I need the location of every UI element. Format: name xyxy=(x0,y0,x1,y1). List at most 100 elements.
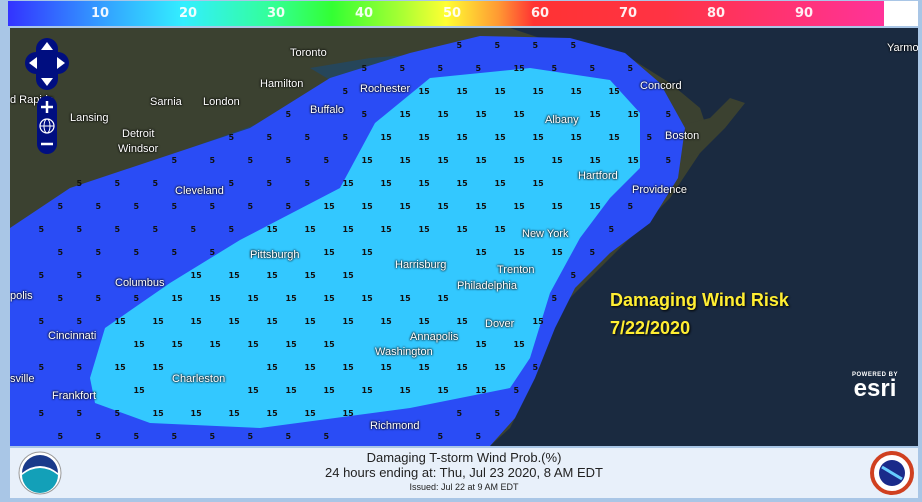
contour-label: 5 xyxy=(115,225,121,234)
contour-label: 15 xyxy=(343,225,355,234)
pan-down-icon[interactable] xyxy=(41,78,53,86)
contour-label: 5 xyxy=(58,294,64,303)
map-navigation xyxy=(25,38,69,154)
city-label: Lansing xyxy=(70,112,109,124)
contour-label: 5 xyxy=(77,179,83,188)
contour-label: 5 xyxy=(590,64,596,73)
caption-valid-time: 24 hours ending at: Thu, Jul 23 2020, 8 … xyxy=(325,465,603,480)
contour-label: 15 xyxy=(438,386,450,395)
contour-label: 15 xyxy=(229,271,241,280)
city-label: Washington xyxy=(375,346,433,358)
contour-label: 5 xyxy=(647,133,653,142)
city-label: Pittsburgh xyxy=(250,249,300,261)
contour-label: 5 xyxy=(305,133,311,142)
color-bar-tick: 40 xyxy=(354,6,374,21)
contour-label: 5 xyxy=(229,225,235,234)
contour-label: 15 xyxy=(343,409,355,418)
contour-label: 5 xyxy=(495,41,501,50)
zoom-in-icon[interactable] xyxy=(41,101,53,113)
contour-label: 15 xyxy=(495,225,507,234)
contour-label: 15 xyxy=(552,202,564,211)
contour-label: 5 xyxy=(134,202,140,211)
contour-label: 5 xyxy=(533,41,539,50)
city-label: Sarnia xyxy=(150,96,182,108)
contour-label: 15 xyxy=(343,179,355,188)
contour-label: 15 xyxy=(305,409,317,418)
contour-label: 15 xyxy=(362,156,374,165)
city-label: Buffalo xyxy=(310,104,345,116)
contour-label: 15 xyxy=(381,133,393,142)
contour-label: 5 xyxy=(666,110,672,119)
map-view[interactable]: 5 5 5 5 5 5 5 5 15 5 5 5 5 15 15 15 15 15 15 5 5 15 15 15 15 15 15… xyxy=(10,28,918,446)
contour-label: 5 xyxy=(172,156,178,165)
contour-label: 5 xyxy=(248,156,254,165)
contour-label: 5 xyxy=(457,41,463,50)
contour-label: 5 xyxy=(324,156,330,165)
contour-label: 15 xyxy=(191,409,203,418)
contour-label: 5 xyxy=(153,179,159,188)
overlay-date: 7/22/2020 xyxy=(610,318,691,338)
contour-label: 5 xyxy=(210,202,216,211)
contour-label: 5 xyxy=(153,225,159,234)
contour-label: 5 xyxy=(115,179,121,188)
contour-label: 15 xyxy=(400,110,412,119)
city-label: London xyxy=(203,96,240,108)
contour-label: 15 xyxy=(248,386,260,395)
contour-label: 15 xyxy=(248,294,260,303)
contour-label: 15 xyxy=(191,317,203,326)
contour-label: 15 xyxy=(324,294,336,303)
contour-label: 15 xyxy=(438,110,450,119)
contour-label: 15 xyxy=(476,202,488,211)
color-bar-tick: 20 xyxy=(178,6,198,21)
contour-label: 15 xyxy=(438,202,450,211)
contour-label: 5 xyxy=(286,202,292,211)
contour-label: 15 xyxy=(628,110,640,119)
contour-label: 15 xyxy=(229,409,241,418)
contour-label: 15 xyxy=(381,179,393,188)
contour-label: 5 xyxy=(58,202,64,211)
contour-label: 15 xyxy=(609,133,621,142)
noaa-logo xyxy=(18,451,62,495)
risk-area-15-percent xyxy=(90,68,640,428)
color-bar-tick: 70 xyxy=(618,6,638,21)
contour-label: 15 xyxy=(362,202,374,211)
contour-label: 15 xyxy=(362,248,374,257)
contour-label: 5 xyxy=(172,202,178,211)
city-label: Frankfort xyxy=(52,390,97,402)
contour-label: 15 xyxy=(438,156,450,165)
contour-label: 15 xyxy=(305,363,317,372)
contour-label: 5 xyxy=(77,225,83,234)
map-caption: Damaging T-storm Wind Prob.(%) 24 hours … xyxy=(10,448,918,498)
pan-left-icon[interactable] xyxy=(29,57,37,69)
city-label: polis xyxy=(10,290,33,302)
city-label: Rochester xyxy=(360,83,411,95)
city-label: Yarmo xyxy=(887,42,918,54)
contour-label: 15 xyxy=(495,133,507,142)
contour-label: 15 xyxy=(324,386,336,395)
pan-control[interactable] xyxy=(25,38,69,90)
contour-label: 15 xyxy=(419,87,431,96)
contour-label: 15 xyxy=(191,271,203,280)
contour-label: 15 xyxy=(324,248,336,257)
pan-up-icon[interactable] xyxy=(41,42,53,50)
contour-label: 15 xyxy=(400,156,412,165)
contour-label: 15 xyxy=(381,225,393,234)
contour-label: 15 xyxy=(457,317,469,326)
contour-label: 5 xyxy=(590,248,596,257)
contour-label: 15 xyxy=(590,110,602,119)
contour-label: 15 xyxy=(210,294,222,303)
contour-label: 5 xyxy=(96,432,102,441)
contour-label: 5 xyxy=(39,409,45,418)
contour-label: 15 xyxy=(514,202,526,211)
pan-right-icon[interactable] xyxy=(57,57,65,69)
contour-label: 5 xyxy=(267,179,273,188)
city-label: sville xyxy=(10,373,35,385)
contour-label: 5 xyxy=(77,409,83,418)
city-label: Philadelphia xyxy=(457,280,517,292)
contour-label: 5 xyxy=(96,202,102,211)
contour-label: 5 xyxy=(39,225,45,234)
contour-label: 5 xyxy=(248,202,254,211)
color-bar-tick: 60 xyxy=(530,6,550,21)
contour-label: 5 xyxy=(77,271,83,280)
probability-color-bar xyxy=(8,1,884,26)
